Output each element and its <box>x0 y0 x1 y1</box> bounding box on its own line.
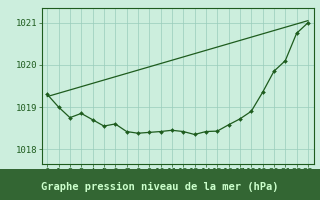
Text: Graphe pression niveau de la mer (hPa): Graphe pression niveau de la mer (hPa) <box>41 182 279 192</box>
